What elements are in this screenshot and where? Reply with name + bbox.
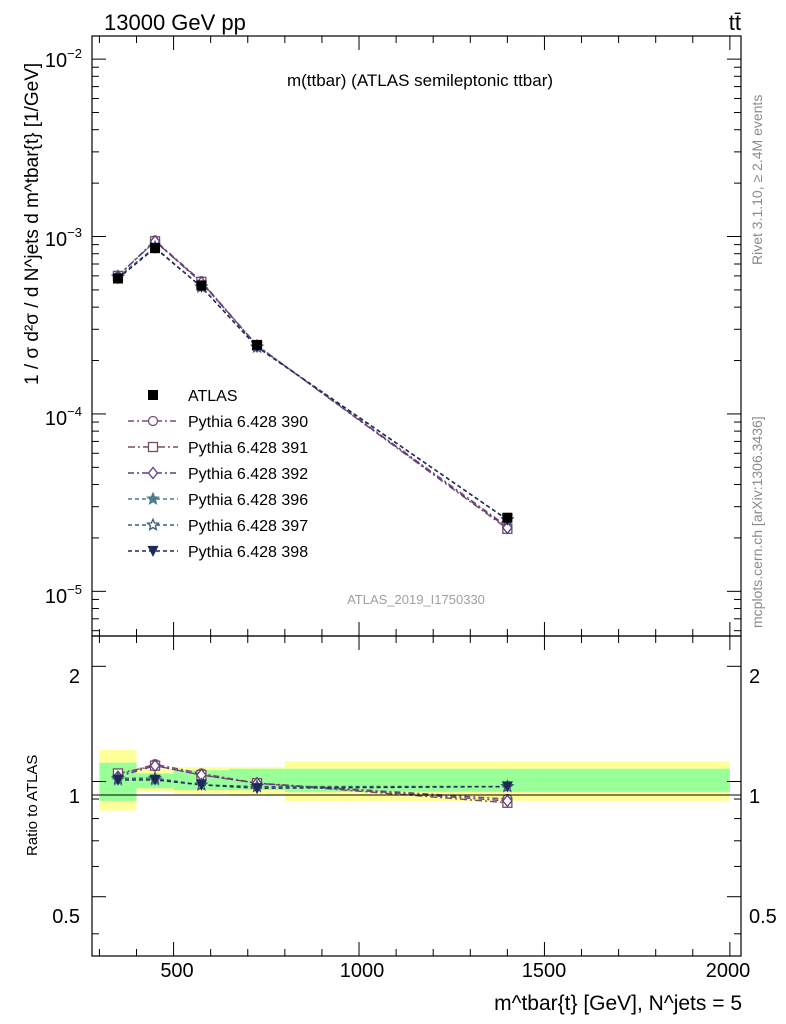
main-y-tick-label: 10−2: [45, 46, 82, 72]
series-line: [117, 247, 508, 521]
ratio-y-axis-title: Ratio to ATLAS: [24, 755, 41, 856]
legend-series-entries: Pythia 6.428 390 Pythia 6.428 391 Pythia 6…: [128, 414, 308, 561]
data-point: [145, 517, 161, 531]
axis-ticks: [92, 36, 741, 956]
mcplots-label: mcplots.cern.ch [arXiv:1306.3436]: [749, 416, 765, 628]
data-point: [147, 415, 159, 427]
ratio-y-tick-label-right: 2: [749, 666, 760, 688]
legend-label: Pythia 6.428 391: [188, 440, 308, 457]
legend-marker: [148, 390, 158, 400]
data-point: [251, 783, 263, 795]
x-tick-label: 2000: [706, 960, 751, 982]
legend-label: Pythia 6.428 392: [188, 466, 308, 483]
reference-point: [150, 243, 161, 254]
svg-text:10−5: 10−5: [45, 582, 82, 608]
x-tick-label: 1000: [340, 960, 385, 982]
ratio-series-line: [118, 779, 508, 790]
ratio-series-lines: [110, 759, 515, 808]
legend-label: Pythia 6.428 397: [188, 518, 308, 535]
data-point: [147, 466, 159, 480]
legend-label: Pythia 6.428 390: [188, 414, 308, 431]
svg-text:10−2: 10−2: [45, 46, 82, 72]
reference-point: [196, 280, 207, 291]
x-tick-label: 500: [160, 960, 193, 982]
data-point: [502, 521, 513, 535]
svg-text:10−4: 10−4: [45, 404, 82, 430]
legend-label: ATLAS: [188, 388, 238, 405]
ratio-y-tick-label-right: 0.5: [749, 906, 777, 928]
legend-label: Pythia 6.428 396: [188, 492, 308, 509]
data-point: [502, 794, 513, 808]
ratio-plot-frame: [91, 635, 742, 957]
series-line: [117, 239, 508, 528]
data-point: [112, 774, 124, 786]
reference-point: [112, 273, 123, 284]
main-y-axis-title: 1 / σ d²σ / d N^jets d m^tbar{t} [1/GeV]: [22, 63, 43, 385]
data-point: [147, 441, 159, 453]
ratio-y-tick-label: 2: [69, 666, 80, 688]
reference-point: [502, 512, 513, 523]
data-point: [147, 545, 159, 557]
data-point: [149, 774, 161, 786]
process-label: tt̄: [729, 10, 741, 35]
data-point: [145, 491, 161, 505]
x-tick-label: 1500: [522, 960, 567, 982]
ratio-y-tick-label: 0.5: [52, 906, 80, 928]
reference-point: [252, 339, 263, 350]
ratio-series-line: [118, 777, 508, 788]
ratio-uncertainty-bands: [99, 749, 730, 811]
rivet-label: Rivet 3.1.10, ≥ 2.4M events: [749, 95, 765, 265]
svg-text:10−3: 10−3: [45, 225, 82, 251]
ratio-y-tick-label-right: 1: [749, 786, 760, 808]
data-point: [501, 781, 513, 793]
x-axis-title: m^tbar{t} [GeV], N^jets = 5: [494, 992, 742, 1015]
main-series-lines: [110, 234, 515, 535]
main-y-tick-label: 10−5: [45, 582, 82, 608]
plot-title: m(ttbar) (ATLAS semileptonic ttbar): [287, 71, 553, 90]
main-y-tick-label: 10−3: [45, 225, 82, 251]
data-point: [195, 779, 207, 791]
ratio-y-tick-label: 1: [69, 786, 80, 808]
legend-label: Pythia 6.428 398: [188, 544, 308, 561]
energy-label: 13000 GeV pp: [104, 10, 246, 35]
main-y-tick-label: 10−4: [45, 404, 82, 430]
analysis-id: ATLAS_2019_I1750330: [347, 592, 485, 607]
legend-item: ATLAS: [148, 388, 238, 405]
